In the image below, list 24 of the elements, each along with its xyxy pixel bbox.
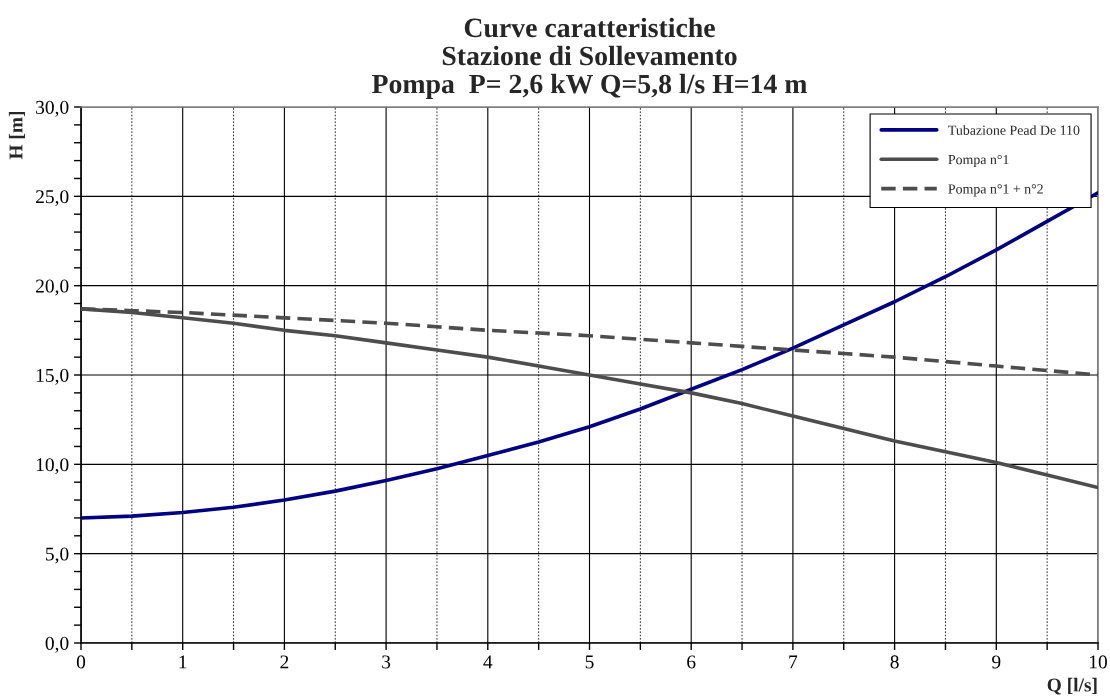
x-tick-label: 9 [992, 655, 1001, 669]
y-tick-label: 15,0 [36, 368, 69, 385]
y-tick-label: 20,0 [36, 279, 69, 296]
x-tick-label: 0 [76, 655, 86, 669]
x-tick-label: 10 [1089, 655, 1107, 669]
x-tick-label: 6 [687, 655, 696, 669]
legend-label: Tubazione Pead De 110 [948, 125, 1080, 135]
y-tick-label: 10,0 [36, 458, 69, 475]
x-axis-title: Q [l/s] [1047, 677, 1097, 695]
x-tick-label: 2 [280, 655, 289, 669]
x-tick-label: 8 [890, 655, 899, 669]
legend-label: Pompa n°1 [948, 154, 1009, 168]
x-tick-label: 5 [585, 655, 594, 669]
y-tick-label: 0,0 [45, 636, 69, 653]
y-tick-label: 25,0 [36, 190, 69, 207]
x-tick-label: 1 [179, 655, 187, 669]
y-axis-title: H [m] [8, 111, 25, 160]
legend-label: Pompa n°1 + n°2 [948, 184, 1043, 197]
chart-title: Curve caratteristiche Stazione di Sollevamento Pompa P= 2,6 kW Q=5,8 l/s H=14 m [372, 17, 807, 100]
y-tick-label: 5,0 [46, 547, 69, 564]
x-tick-label: 4 [483, 655, 493, 669]
x-tick-label: 7 [789, 655, 798, 669]
y-tick-label: 30,0 [36, 100, 69, 117]
x-tick-label: 3 [382, 655, 391, 669]
